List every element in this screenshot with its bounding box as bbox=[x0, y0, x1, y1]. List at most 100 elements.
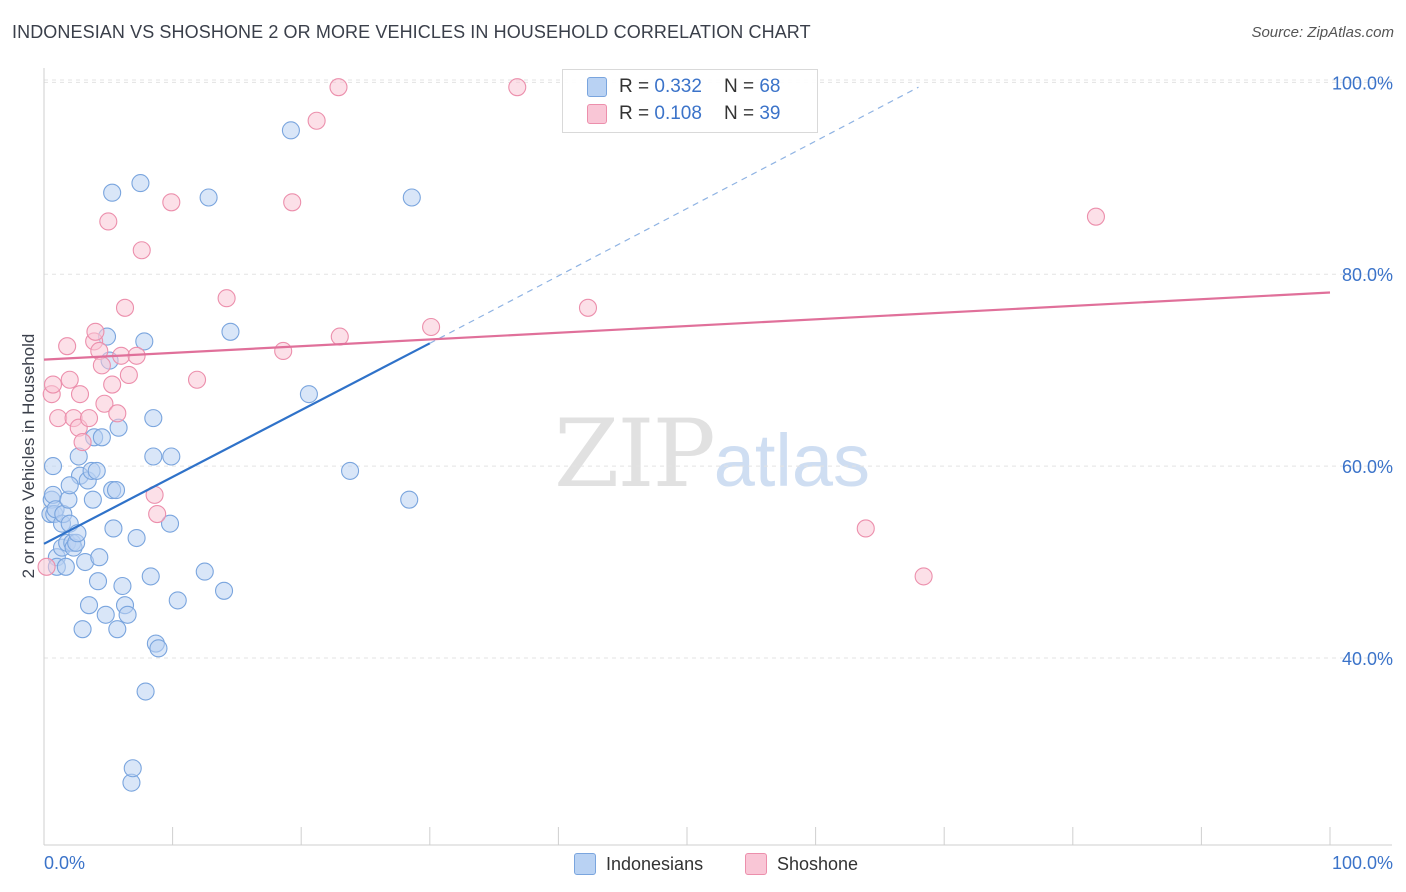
point-shoshone bbox=[60, 370, 79, 389]
point-indonesians bbox=[83, 490, 102, 509]
point-shoshone bbox=[162, 193, 181, 212]
point-indonesians bbox=[214, 581, 234, 600]
point-shoshone bbox=[148, 505, 167, 524]
stats-legend: R = 0.332 N = 68 R = 0.108 N = 39 bbox=[562, 69, 818, 133]
point-indonesians bbox=[299, 385, 318, 404]
point-shoshone bbox=[307, 111, 326, 130]
bottom-legend-swatch-indonesians bbox=[574, 853, 596, 875]
watermark: ZIPatlas bbox=[554, 400, 870, 509]
point-indonesians bbox=[43, 457, 63, 476]
point-shoshone bbox=[37, 557, 56, 576]
point-indonesians bbox=[60, 476, 79, 495]
bottom-legend-label: Indonesians bbox=[606, 853, 704, 874]
chart-title: INDONESIAN VS SHOSHONE 2 OR MORE VEHICLE… bbox=[12, 22, 811, 42]
legend-n-value: 68 bbox=[759, 76, 781, 97]
point-shoshone bbox=[217, 289, 236, 308]
point-indonesians bbox=[106, 481, 126, 500]
y-tick-label: 100.0% bbox=[1332, 73, 1393, 93]
x-tick-label: 100.0% bbox=[1332, 853, 1393, 873]
point-indonesians bbox=[118, 605, 137, 624]
point-indonesians bbox=[135, 332, 154, 351]
point-shoshone bbox=[578, 298, 598, 317]
y-tick-label: 80.0% bbox=[1342, 265, 1393, 285]
point-indonesians bbox=[127, 528, 146, 548]
bottom-legend-label: Shoshone bbox=[777, 853, 859, 874]
trend-line-indonesians bbox=[43, 342, 431, 545]
point-indonesians bbox=[144, 409, 163, 428]
point-shoshone bbox=[43, 375, 63, 394]
point-shoshone bbox=[132, 241, 151, 260]
point-shoshone bbox=[856, 519, 875, 538]
y-tick-label: 40.0% bbox=[1342, 649, 1393, 669]
point-indonesians bbox=[136, 682, 155, 701]
x-tick-label: 0.0% bbox=[44, 853, 85, 873]
point-shoshone bbox=[99, 212, 118, 231]
trend-line-extension-indonesians bbox=[429, 86, 919, 344]
point-shoshone bbox=[187, 370, 207, 389]
point-indonesians bbox=[168, 591, 187, 610]
point-indonesians bbox=[96, 605, 115, 624]
point-indonesians bbox=[400, 490, 419, 509]
legend-n-value: 39 bbox=[759, 103, 781, 124]
bottom-legend-indonesians: Indonesians bbox=[574, 852, 703, 876]
legend-n-label: N = bbox=[723, 103, 755, 124]
point-indonesians bbox=[341, 461, 360, 480]
point-shoshone bbox=[70, 385, 90, 404]
point-indonesians bbox=[402, 188, 421, 207]
point-shoshone bbox=[95, 394, 114, 413]
point-indonesians bbox=[79, 596, 99, 615]
point-shoshone bbox=[103, 375, 122, 394]
point-shoshone bbox=[79, 409, 99, 428]
point-indonesians bbox=[221, 322, 240, 341]
point-indonesians bbox=[123, 759, 142, 778]
point-shoshone bbox=[274, 341, 293, 361]
point-indonesians bbox=[56, 557, 75, 576]
legend-n-label: N = bbox=[723, 76, 755, 97]
point-shoshone bbox=[58, 337, 77, 356]
legend-row-indonesians: R = 0.332 N = 68 bbox=[587, 75, 780, 99]
legend-r-label: R = bbox=[619, 103, 650, 124]
point-indonesians bbox=[195, 562, 214, 581]
legend-row-shoshone: R = 0.108 N = 39 bbox=[587, 102, 780, 126]
point-indonesians bbox=[113, 576, 132, 596]
point-shoshone bbox=[329, 78, 348, 97]
point-indonesians bbox=[103, 183, 122, 202]
point-indonesians bbox=[87, 461, 106, 480]
point-indonesians bbox=[90, 548, 109, 567]
watermark-atlas: atlas bbox=[713, 419, 871, 502]
point-indonesians bbox=[104, 519, 123, 538]
source-note: Source: ZipAtlas.com bbox=[1251, 24, 1394, 41]
point-shoshone bbox=[1086, 207, 1105, 226]
legend-swatch-shoshone bbox=[587, 104, 607, 124]
watermark-zip: ZIP bbox=[554, 400, 716, 509]
point-shoshone bbox=[330, 327, 349, 346]
point-shoshone bbox=[119, 365, 138, 385]
legend-r-value: 0.108 bbox=[654, 103, 702, 124]
point-shoshone bbox=[92, 356, 111, 375]
legend-r-label: R = bbox=[619, 76, 650, 97]
point-shoshone bbox=[115, 298, 135, 317]
bottom-legend-swatch-shoshone bbox=[745, 853, 767, 875]
point-indonesians bbox=[73, 620, 92, 639]
point-indonesians bbox=[162, 447, 181, 466]
point-shoshone bbox=[73, 433, 92, 452]
point-indonesians bbox=[144, 447, 163, 466]
bottom-legend-shoshone: Shoshone bbox=[745, 852, 858, 876]
trend-line-shoshone bbox=[43, 291, 1331, 361]
point-shoshone bbox=[283, 193, 302, 212]
point-indonesians bbox=[131, 174, 150, 193]
point-indonesians bbox=[92, 428, 111, 447]
point-shoshone bbox=[422, 317, 441, 337]
point-indonesians bbox=[281, 121, 300, 140]
point-shoshone bbox=[508, 78, 527, 97]
point-indonesians bbox=[141, 567, 160, 586]
point-shoshone bbox=[49, 409, 68, 428]
point-indonesians bbox=[160, 514, 180, 533]
point-shoshone bbox=[86, 322, 105, 341]
y-tick-label: 60.0% bbox=[1342, 457, 1393, 477]
point-indonesians bbox=[199, 188, 218, 207]
legend-swatch-indonesians bbox=[587, 77, 607, 97]
point-shoshone bbox=[914, 567, 933, 586]
legend-r-value: 0.332 bbox=[654, 76, 702, 97]
